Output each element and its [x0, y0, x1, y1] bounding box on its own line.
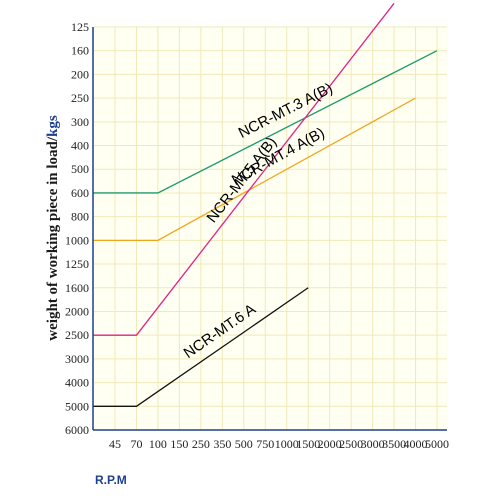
y-tick-label: 1000	[65, 233, 89, 247]
y-tick-label: 3000	[65, 352, 89, 366]
y-tick-label: 1600	[65, 281, 89, 295]
y-tick-label: 2000	[65, 304, 89, 318]
x-tick-label: 2000	[318, 437, 342, 451]
x-tick-label: 750	[256, 437, 274, 451]
y-tick-label: 6000	[65, 423, 89, 437]
y-tick-label: 600	[71, 186, 89, 200]
y-tick-label: 400	[71, 139, 89, 153]
y-tick-label: 300	[71, 115, 89, 129]
y-tick-label: 250	[71, 91, 89, 105]
x-tick-label: 3500	[382, 437, 406, 451]
x-tick-label: 3000	[361, 437, 385, 451]
x-tick-label: 4000	[404, 437, 428, 451]
x-tick-label: 500	[235, 437, 253, 451]
y-axis-title-text: weight of working piece in load/	[45, 136, 61, 341]
x-tick-label: 150	[170, 437, 188, 451]
x-tick-label: 250	[192, 437, 210, 451]
series-lines	[93, 2, 438, 407]
series-line	[93, 2, 395, 336]
series-line	[93, 287, 309, 407]
y-tick-label: 4000	[65, 376, 89, 390]
x-tick-label: 350	[213, 437, 231, 451]
x-tick-labels: 45 70 100 150 250 350 500 750 100015002000250030…	[109, 437, 449, 451]
x-tick-label: 1000	[275, 437, 299, 451]
y-tick-label: 1250	[65, 257, 89, 271]
y-tick-label: 160	[71, 44, 89, 58]
plot-background	[93, 27, 447, 430]
x-tick-label: 45	[109, 437, 121, 451]
x-tick-label: 70	[130, 437, 142, 451]
x-tick-label: 1500	[296, 437, 320, 451]
x-tick-label: 100	[149, 437, 167, 451]
y-axis-title: weight of working piece in load/kgs	[45, 115, 61, 341]
y-tick-label: 500	[71, 162, 89, 176]
y-axis-title-unit: kgs	[45, 115, 61, 137]
y-tick-label: 125	[71, 20, 89, 34]
x-axis-title: R.P.M	[95, 473, 127, 487]
y-tick-label: 2500	[65, 328, 89, 342]
series-line	[93, 97, 416, 242]
y-tick-label: 800	[71, 210, 89, 224]
y-tick-label: 5000	[65, 399, 89, 413]
x-tick-label: 2500	[339, 437, 363, 451]
x-tick-label: 5000	[425, 437, 449, 451]
y-tick-labels: 125 160 200 250 300 400 500 600 800 1000 1250 1600 2…	[65, 20, 89, 437]
y-tick-label: 200	[71, 67, 89, 81]
series-line	[93, 50, 438, 194]
